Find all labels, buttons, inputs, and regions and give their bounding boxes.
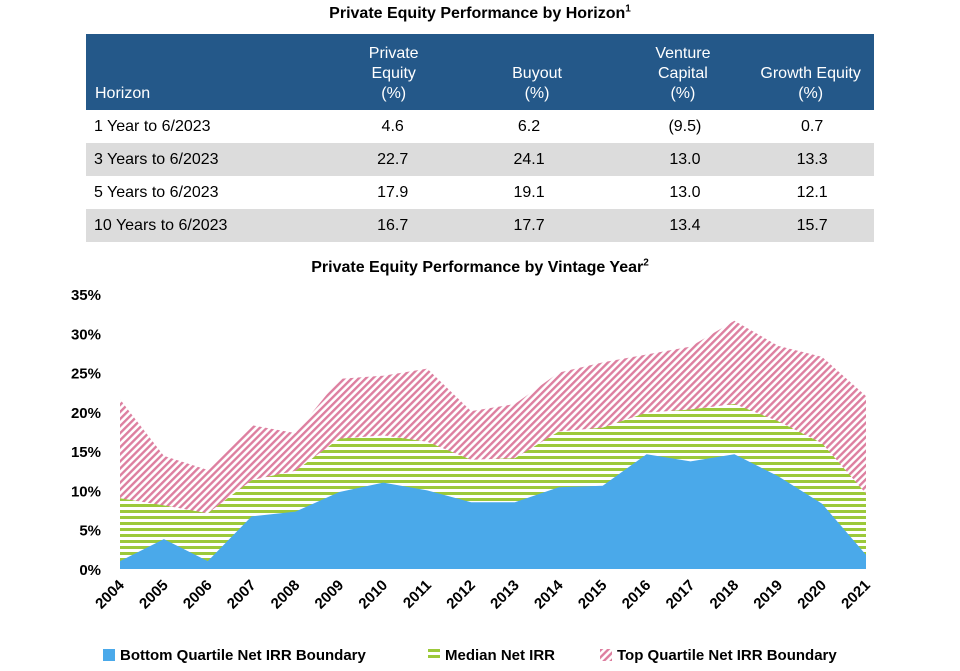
row-label: 1 Year to 6/2023 (94, 117, 211, 135)
y-tick-label: 35% (71, 287, 101, 304)
y-tick-label: 10% (71, 483, 101, 500)
x-tick-label: 2009 (312, 577, 348, 613)
table-row: 3 Years to 6/2023 22.7 24.1 13.0 13.3 (86, 143, 874, 176)
legend-swatch-median (428, 649, 440, 661)
table-cell: 16.7 (331, 209, 456, 242)
table-cell: 24.1 (455, 143, 619, 176)
table-cell: 0.7 (801, 117, 824, 135)
x-tick-label: 2016 (619, 577, 655, 613)
area-bottom-quartile (120, 454, 866, 569)
column-header-4: Growth Equity (%) (747, 34, 874, 110)
y-tick-label: 20% (71, 405, 101, 422)
table-cell: 13.0 (669, 183, 701, 201)
table-cell: 4.6 (381, 117, 404, 135)
x-tick-label: 2017 (663, 577, 699, 613)
x-tick-label: 2015 (575, 577, 611, 613)
x-tick-label: 2021 (838, 577, 874, 613)
x-tick-label: 2018 (707, 577, 743, 613)
table-cell: 13.0 (618, 143, 748, 176)
x-tick-label: 2006 (180, 577, 216, 613)
y-tick-label: 25% (71, 366, 101, 383)
legend-swatch-bottom-quartile (103, 649, 115, 661)
table-row: 5 Years to 6/2023 17.9 19.1 13.0 12.1 (86, 176, 874, 209)
table-cell: 6.2 (517, 117, 541, 135)
x-tick-label: 2011 (400, 577, 435, 612)
x-tick-label: 2019 (750, 577, 786, 613)
x-tick-label: 2005 (136, 577, 172, 613)
x-tick-label: 2020 (794, 577, 830, 613)
legend-swatch-top-quartile (600, 649, 612, 661)
table-row: 10 Years to 6/2023 16.7 17.7 13.4 15.7 (86, 209, 874, 242)
y-tick-label: 30% (71, 326, 101, 343)
y-tick-label: 5% (79, 523, 101, 540)
x-tick-label: 2004 (92, 576, 128, 612)
chart-title: Private Equity Performance by Vintage Ye… (311, 257, 649, 276)
row-label: 5 Years to 6/2023 (94, 183, 219, 201)
x-tick-label: 2007 (224, 577, 260, 613)
x-tick-label: 2013 (487, 577, 523, 613)
column-header-2: Buyout (%) (455, 34, 619, 110)
table-title: Private Equity Performance by Horizon1 (329, 3, 631, 22)
table-row: 1 Year to 6/2023 4.6 6.2 (9.5) 0.7 (86, 110, 874, 143)
legend-item-median: Median Net IRR (428, 647, 555, 664)
table-cell: 17.9 (377, 183, 409, 201)
column-header-1: Private Equity (%) (331, 34, 456, 110)
row-label: 10 Years to 6/2023 (86, 209, 332, 242)
table-cell: 12.1 (796, 183, 828, 201)
y-tick-label: 15% (71, 444, 101, 461)
table-cell: 13.3 (747, 143, 874, 176)
column-header-0: Horizon (86, 34, 332, 110)
x-tick-label: 2008 (268, 577, 304, 613)
column-header-3: Venture Capital (%) (618, 34, 748, 110)
legend-item-top-quartile: Top Quartile Net IRR Boundary (600, 647, 837, 664)
table-cell: 22.7 (331, 143, 456, 176)
table-header-row: Horizon Private Equity (%) Buyout (%) Venture C… (86, 34, 874, 110)
table-cell: 15.7 (747, 209, 874, 242)
table-cell: 17.7 (455, 209, 619, 242)
legend-item-bottom-quartile: Bottom Quartile Net IRR Boundary (103, 647, 366, 664)
y-tick-label: 0% (79, 562, 101, 579)
table-cell: 19.1 (513, 183, 545, 201)
table-cell: 13.4 (618, 209, 748, 242)
table-cell: (9.5) (668, 117, 702, 135)
horizon-performance-table: Horizon Private Equity (%) Buyout (%) Venture C… (86, 34, 874, 242)
x-tick-label: 2014 (531, 576, 567, 612)
row-label: 3 Years to 6/2023 (86, 143, 332, 176)
x-tick-label: 2010 (356, 577, 392, 613)
x-tick-label: 2012 (443, 577, 479, 613)
